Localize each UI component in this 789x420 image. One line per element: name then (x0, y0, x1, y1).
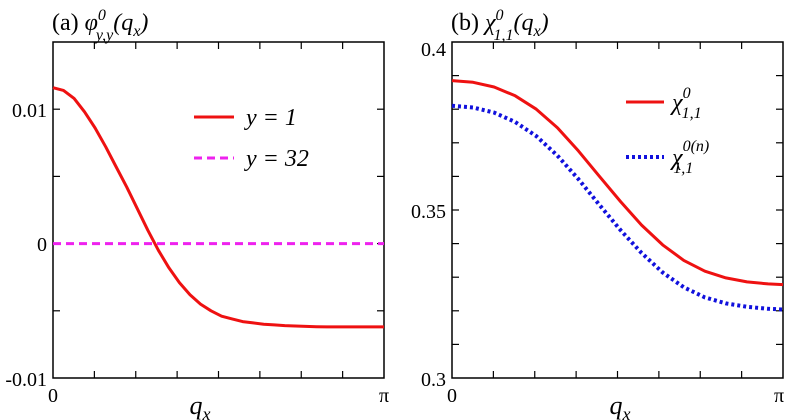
panel-b-title-symbol: χ (483, 10, 497, 36)
legend-chi-n-sub: 1,1 (673, 160, 693, 177)
legend-label-chi-n: χ0(n) 1,1 (670, 138, 709, 177)
panel-b-title-close: ) (539, 10, 549, 36)
panel-b-title-arg-sub: x (533, 23, 541, 40)
panel-b-frame (451, 41, 784, 379)
legend-label-y32: y = 32 (244, 146, 309, 172)
panel-b-ytick-low: 0.3 (421, 369, 446, 391)
panel-b-xlabel: qx (610, 391, 631, 420)
panel-a-title-sub: y,y (94, 27, 114, 44)
panel-b-title: (b) χ0 1,1(qx) (451, 7, 549, 44)
panel-a-label: (a) (52, 10, 79, 36)
panel-a-series-0-line (52, 86, 384, 329)
panel-a-ytick-neg: -0.01 (5, 369, 47, 391)
panel-b-series-0-line (451, 79, 784, 287)
panel-a-xtick-0: 0 (48, 385, 58, 407)
panel-b-ytick-mid: 0.35 (411, 201, 446, 223)
legend-chi-n-symbol: χ (670, 145, 684, 171)
panel-a-title-sup: 0 (98, 7, 106, 24)
legend-chi-n-sup: 0(n) (683, 138, 710, 155)
panel-b-xtick-0: 0 (447, 385, 457, 407)
panel-a-xtick-pi: π (379, 385, 389, 407)
panel-a-legend: y = 1 y = 32 (194, 105, 309, 172)
legend-chi-sup: 0 (683, 85, 691, 102)
panel-a-ytick-zero: 0 (37, 234, 47, 256)
panel-b-series-1-line (451, 103, 784, 312)
panel-b-label: (b) (451, 10, 479, 36)
panel-a-xlabel-sub: x (202, 404, 211, 420)
legend-chi-symbol: χ (670, 90, 684, 116)
panel-b: (b) χ0 1,1(qx) 0 π 0.3 0.35 0.4 qx χ0 1,1 χ… (411, 7, 784, 420)
panel-b-legend: χ0 1,1 χ0(n) 1,1 (626, 85, 709, 177)
panel-a-title: (a) φ0 y,y(qx) (52, 7, 148, 44)
panel-a-xlabel-var: q (190, 391, 203, 420)
panel-a-xlabel: qx (190, 391, 211, 420)
panel-b-title-arg: (q (514, 10, 534, 36)
panel-a: (a) φ0 y,y(qx) 0 π -0.01 0 0.01 qx y = 1 y… (5, 7, 389, 420)
panel-a-title-symbol: φ (85, 10, 98, 36)
legend-label-y1: y = 1 (244, 105, 297, 131)
panel-a-ytick-pos: 0.01 (12, 100, 47, 122)
legend-label-chi: χ0 1,1 (670, 85, 702, 122)
panel-b-xlabel-var: q (610, 391, 623, 420)
legend-chi-sub: 1,1 (682, 105, 702, 122)
panel-b-xtick-pi: π (774, 385, 784, 407)
panel-b-title-sub: 1,1 (494, 27, 514, 44)
panel-a-title-arg-sub: x (132, 23, 140, 40)
panel-b-ticks (452, 42, 783, 378)
panel-a-title-arg: (q (113, 10, 133, 36)
panel-b-series (451, 79, 784, 312)
panel-b-title-sup: 0 (496, 7, 504, 24)
panel-b-xlabel-sub: x (622, 404, 631, 420)
panel-a-series (52, 86, 384, 329)
panel-a-title-close: ) (138, 10, 148, 36)
panel-b-ytick-high: 0.4 (421, 39, 446, 61)
